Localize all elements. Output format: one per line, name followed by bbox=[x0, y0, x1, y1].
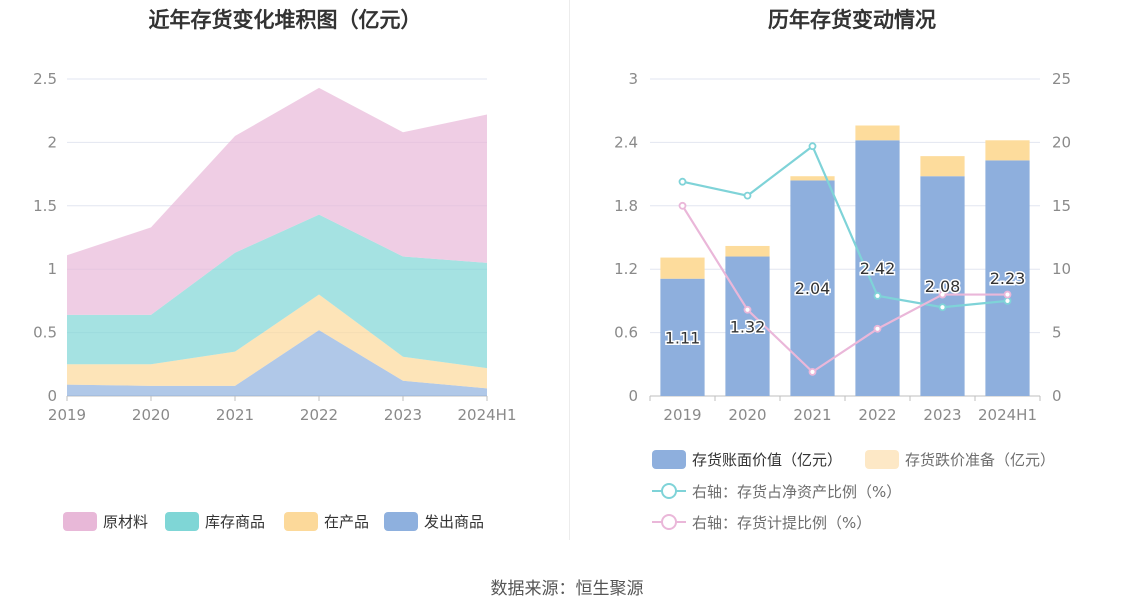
line-point bbox=[873, 324, 882, 333]
bar-book-value bbox=[920, 176, 965, 396]
bar-y2-tick: 15 bbox=[1052, 197, 1071, 215]
area-legend-swatch bbox=[384, 512, 418, 531]
line-point bbox=[1003, 290, 1012, 299]
bar-reserve bbox=[855, 125, 900, 141]
area-legend-label: 库存商品 bbox=[205, 513, 265, 531]
bar-book-value bbox=[725, 256, 770, 396]
bar-data-label: 1.32 bbox=[730, 317, 766, 336]
charts-canvas: 0 0.5 1 1.5 2 2.5 2019 2020 2021 2022 2023 2024H1 原材… bbox=[33, 70, 1071, 532]
bar-legend-swatch bbox=[865, 450, 899, 469]
area-x-tick: 2024H1 bbox=[458, 406, 517, 424]
line-series-1 bbox=[682, 144, 1008, 309]
bar-y-tick: 1.8 bbox=[614, 197, 638, 215]
bar-book-value bbox=[660, 278, 705, 396]
bar-y-tick: 2.4 bbox=[614, 133, 638, 151]
bar-data-label: 2.04 bbox=[795, 279, 831, 298]
area-x-tick: 2023 bbox=[384, 406, 422, 424]
line-point bbox=[938, 290, 947, 299]
line-point bbox=[743, 305, 752, 314]
bar-data-label: 2.42 bbox=[860, 259, 896, 278]
bar-y-tick: 1.2 bbox=[614, 260, 638, 278]
line-point bbox=[743, 191, 752, 200]
area-y-tick: 1.5 bbox=[33, 197, 57, 215]
line-legend-label: 右轴：存货计提比例（%） bbox=[692, 514, 871, 532]
bar-y-tick: 0.6 bbox=[614, 324, 638, 342]
bar-book-value bbox=[985, 160, 1030, 396]
line-legend-label: 右轴：存货占净资产比例（%） bbox=[692, 483, 901, 501]
bar-legend-swatch bbox=[652, 450, 686, 469]
area-legend-label: 发出商品 bbox=[424, 513, 484, 531]
area-legend-label: 在产品 bbox=[324, 513, 369, 531]
area-x-tick: 2021 bbox=[216, 406, 254, 424]
bar-y2-tick: 5 bbox=[1052, 324, 1062, 342]
area-legend-swatch bbox=[63, 512, 97, 531]
bar-reserve bbox=[660, 257, 705, 279]
area-chart-title: 近年存货变化堆积图（亿元） bbox=[148, 8, 422, 32]
panel-divider bbox=[569, 0, 570, 540]
bar-y2-tick: 20 bbox=[1052, 133, 1071, 151]
bar-legend-label: 存货跌价准备（亿元） bbox=[905, 451, 1055, 469]
line-point bbox=[873, 291, 882, 300]
area-series-0 bbox=[67, 330, 487, 396]
bar-x-tick: 2022 bbox=[858, 406, 896, 424]
bar-book-value bbox=[855, 140, 900, 396]
line-legend-marker bbox=[661, 514, 677, 530]
bar-y2-tick: 10 bbox=[1052, 260, 1071, 278]
area-x-tick: 2022 bbox=[300, 406, 338, 424]
bar-data-label: 2.23 bbox=[990, 269, 1026, 288]
area-series-1 bbox=[67, 294, 487, 389]
bar-legend-label: 存货账面价值（亿元） bbox=[692, 451, 842, 469]
area-x-tick: 2019 bbox=[48, 406, 86, 424]
bar-x-tick: 2023 bbox=[923, 406, 961, 424]
bar-x-tick: 2019 bbox=[663, 406, 701, 424]
line-point bbox=[678, 177, 687, 186]
area-y-tick: 0.5 bbox=[33, 324, 57, 342]
area-x-tick: 2020 bbox=[132, 406, 170, 424]
bar-book-value bbox=[790, 180, 835, 396]
bar-y-tick: 0 bbox=[628, 387, 638, 405]
bar-y2-tick: 0 bbox=[1052, 387, 1062, 405]
area-y-tick: 0 bbox=[47, 387, 57, 405]
area-series-2 bbox=[67, 214, 487, 369]
data-source-footer: 数据来源：恒生聚源 bbox=[490, 579, 644, 599]
line-point bbox=[1003, 296, 1012, 305]
line-legend-marker bbox=[661, 483, 677, 499]
area-y-tick: 2 bbox=[47, 133, 57, 151]
bar-y-tick: 3 bbox=[628, 70, 638, 88]
area-legend-label: 原材料 bbox=[103, 513, 148, 531]
area-legend-swatch bbox=[165, 512, 199, 531]
bar-x-tick: 2024H1 bbox=[978, 406, 1037, 424]
bar-reserve bbox=[920, 156, 965, 177]
bar-x-tick: 2021 bbox=[793, 406, 831, 424]
bar-y2-tick: 25 bbox=[1052, 70, 1071, 88]
line-series-2 bbox=[681, 205, 1008, 374]
area-legend-swatch bbox=[284, 512, 318, 531]
line-point bbox=[808, 368, 817, 376]
bar-x-tick: 2020 bbox=[728, 406, 766, 424]
bar-reserve bbox=[790, 176, 835, 181]
area-series-3 bbox=[67, 87, 487, 315]
area-y-tick: 2.5 bbox=[33, 70, 57, 88]
line-point bbox=[808, 142, 817, 151]
bar-reserve bbox=[725, 245, 770, 257]
line-point bbox=[678, 201, 687, 210]
bar-data-label: 1.11 bbox=[665, 328, 701, 347]
area-y-tick: 1 bbox=[47, 260, 57, 278]
bar-reserve bbox=[985, 140, 1030, 161]
bar-data-label: 2.08 bbox=[925, 277, 961, 296]
bar-chart-title: 历年存货变动情况 bbox=[768, 8, 936, 32]
line-point bbox=[938, 303, 947, 312]
